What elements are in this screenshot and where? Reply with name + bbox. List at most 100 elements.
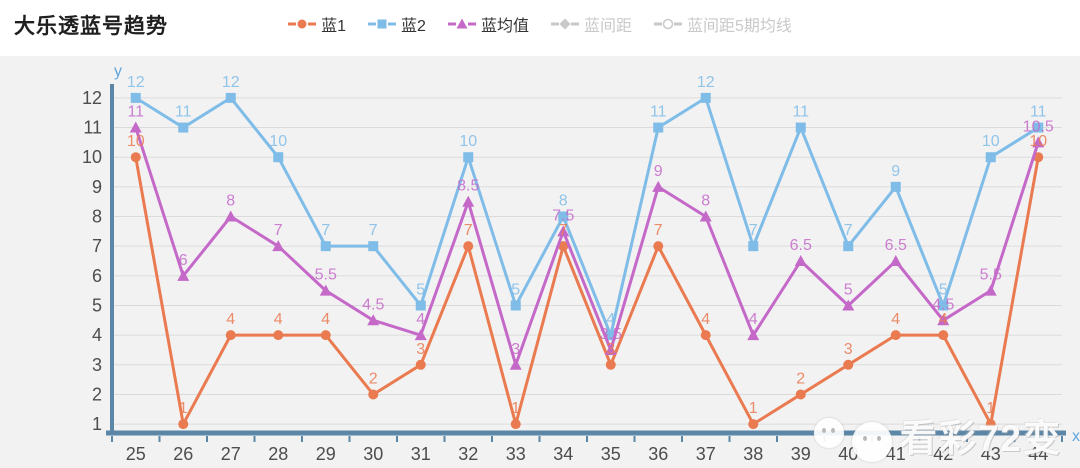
- data-point-marker-蓝2[interactable]: [368, 241, 379, 252]
- data-point-marker-蓝2[interactable]: [558, 211, 569, 222]
- data-point-label: 4.5: [362, 296, 384, 313]
- data-point-marker-蓝1[interactable]: [368, 389, 379, 400]
- y-tick-label: 8: [92, 207, 102, 227]
- data-point-marker-蓝均值[interactable]: [1032, 136, 1045, 148]
- data-point-marker-蓝均值[interactable]: [984, 284, 997, 296]
- data-point-marker-蓝2[interactable]: [1033, 122, 1044, 133]
- data-point-label: 10: [982, 133, 1000, 150]
- data-point-marker-蓝2[interactable]: [938, 300, 949, 311]
- data-point-label: 6.5: [790, 237, 812, 254]
- data-point-marker-蓝均值[interactable]: [319, 284, 332, 296]
- data-point-marker-蓝2[interactable]: [605, 330, 616, 341]
- data-point-marker-蓝1[interactable]: [273, 330, 284, 341]
- data-point-marker-蓝2[interactable]: [653, 122, 664, 133]
- data-point-marker-蓝1[interactable]: [558, 241, 569, 252]
- data-point-marker-蓝2[interactable]: [415, 300, 426, 311]
- legend-item-蓝间距[interactable]: 蓝间距: [550, 12, 632, 36]
- data-point-marker-蓝2[interactable]: [463, 152, 474, 163]
- legend-item-蓝2[interactable]: 蓝2: [368, 12, 426, 36]
- data-point-label: 4: [891, 311, 900, 328]
- data-point-marker-蓝均值[interactable]: [129, 121, 142, 133]
- data-point-marker-蓝2[interactable]: [890, 181, 901, 192]
- data-point-label: 7: [559, 222, 568, 239]
- data-point-label: 1: [749, 400, 758, 417]
- data-point-marker-蓝均值[interactable]: [604, 343, 617, 355]
- data-point-label: 11: [127, 104, 144, 121]
- data-point-marker-蓝2[interactable]: [510, 300, 521, 311]
- series-line-蓝1: [134, 155, 1040, 426]
- data-point-label: 7: [844, 222, 853, 239]
- data-point-label: 4: [274, 311, 283, 328]
- data-point-label: 4: [701, 311, 710, 328]
- data-point-marker-蓝1[interactable]: [938, 330, 949, 341]
- data-point-marker-蓝均值[interactable]: [272, 240, 285, 252]
- data-point-label: 5.5: [315, 267, 337, 284]
- data-point-marker-蓝1[interactable]: [463, 241, 474, 252]
- data-point-marker-蓝均值[interactable]: [889, 255, 902, 266]
- data-point-marker-蓝1[interactable]: [795, 389, 806, 400]
- data-point-marker-蓝均值[interactable]: [224, 210, 237, 222]
- data-point-marker-蓝1[interactable]: [320, 330, 331, 341]
- data-point-marker-蓝均值[interactable]: [177, 269, 190, 281]
- data-point-marker-蓝均值[interactable]: [414, 329, 427, 341]
- data-point-label: 1: [179, 400, 188, 417]
- data-point-marker-蓝均值[interactable]: [937, 314, 950, 326]
- data-point-label: 7: [321, 222, 330, 239]
- data-point-marker-蓝均值[interactable]: [794, 255, 807, 266]
- data-point-marker-蓝1[interactable]: [415, 359, 426, 370]
- data-point-marker-蓝均值[interactable]: [557, 225, 570, 237]
- data-point-label: 10: [1029, 133, 1047, 150]
- data-point-label: 7: [464, 222, 473, 239]
- data-point-marker-蓝2[interactable]: [843, 241, 854, 252]
- data-point-label: 8: [226, 193, 235, 210]
- data-point-label: 5: [844, 281, 853, 298]
- data-point-label: 12: [697, 74, 715, 91]
- y-tick-label: 7: [92, 236, 102, 256]
- data-point-label: 5: [939, 281, 948, 298]
- data-point-marker-蓝2[interactable]: [225, 92, 236, 103]
- data-point-marker-蓝2[interactable]: [700, 92, 711, 103]
- data-point-marker-蓝2[interactable]: [178, 122, 189, 133]
- data-point-marker-蓝均值[interactable]: [367, 314, 380, 326]
- trend-chart-canvas[interactable]: 25 26 27 28 29 30 31 32 33 34 35 36 37 38 39 40 41 42 43 44…: [0, 56, 1080, 468]
- data-point-marker-蓝均值[interactable]: [842, 299, 855, 311]
- data-point-marker-蓝1[interactable]: [130, 152, 141, 163]
- data-point-marker-蓝2[interactable]: [795, 122, 806, 133]
- data-point-label: 9: [891, 163, 900, 180]
- data-point-marker-蓝1[interactable]: [985, 419, 996, 430]
- data-point-marker-蓝均值[interactable]: [462, 195, 475, 207]
- x-tick-label: 32: [458, 444, 478, 464]
- data-point-marker-蓝均值[interactable]: [747, 329, 760, 341]
- data-point-label: 10.5: [1023, 118, 1054, 135]
- data-point-marker-蓝2[interactable]: [985, 152, 996, 163]
- data-point-label: 4: [226, 311, 235, 328]
- data-point-marker-蓝1[interactable]: [225, 330, 236, 341]
- data-point-label: 3.5: [600, 326, 622, 343]
- data-point-marker-蓝2[interactable]: [130, 92, 141, 103]
- data-point-marker-蓝1[interactable]: [605, 359, 616, 370]
- data-point-marker-蓝均值[interactable]: [699, 210, 712, 222]
- data-point-marker-蓝1[interactable]: [843, 359, 854, 370]
- data-point-marker-蓝1[interactable]: [890, 330, 901, 341]
- data-point-label: 12: [127, 74, 145, 91]
- data-point-label: 3: [606, 341, 615, 358]
- data-point-marker-蓝2[interactable]: [320, 241, 331, 252]
- legend-item-蓝均值[interactable]: 蓝均值: [447, 12, 529, 36]
- data-point-marker-蓝均值[interactable]: [509, 358, 522, 370]
- data-point-label: 3: [416, 341, 425, 358]
- data-point-label: 9: [654, 163, 663, 180]
- ring-legend-icon: [653, 18, 682, 30]
- data-point-marker-蓝1[interactable]: [653, 241, 664, 252]
- data-point-marker-蓝1[interactable]: [748, 419, 759, 430]
- x-tick-label: 44: [1028, 444, 1048, 464]
- data-point-marker-蓝1[interactable]: [700, 330, 711, 341]
- data-point-marker-蓝均值[interactable]: [652, 180, 665, 192]
- data-point-marker-蓝1[interactable]: [510, 419, 521, 430]
- legend-item-蓝间距5期均线[interactable]: 蓝间距5期均线: [653, 12, 792, 36]
- data-point-marker-蓝1[interactable]: [178, 419, 189, 430]
- data-point-marker-蓝2[interactable]: [748, 241, 759, 252]
- data-point-marker-蓝2[interactable]: [273, 152, 284, 163]
- legend-item-蓝1[interactable]: 蓝1: [288, 12, 346, 36]
- chart-panel: 25 26 27 28 29 30 31 32 33 34 35 36 37 38 39 40 41 42 43 44…: [0, 56, 1080, 468]
- x-tick-label: 39: [791, 444, 811, 464]
